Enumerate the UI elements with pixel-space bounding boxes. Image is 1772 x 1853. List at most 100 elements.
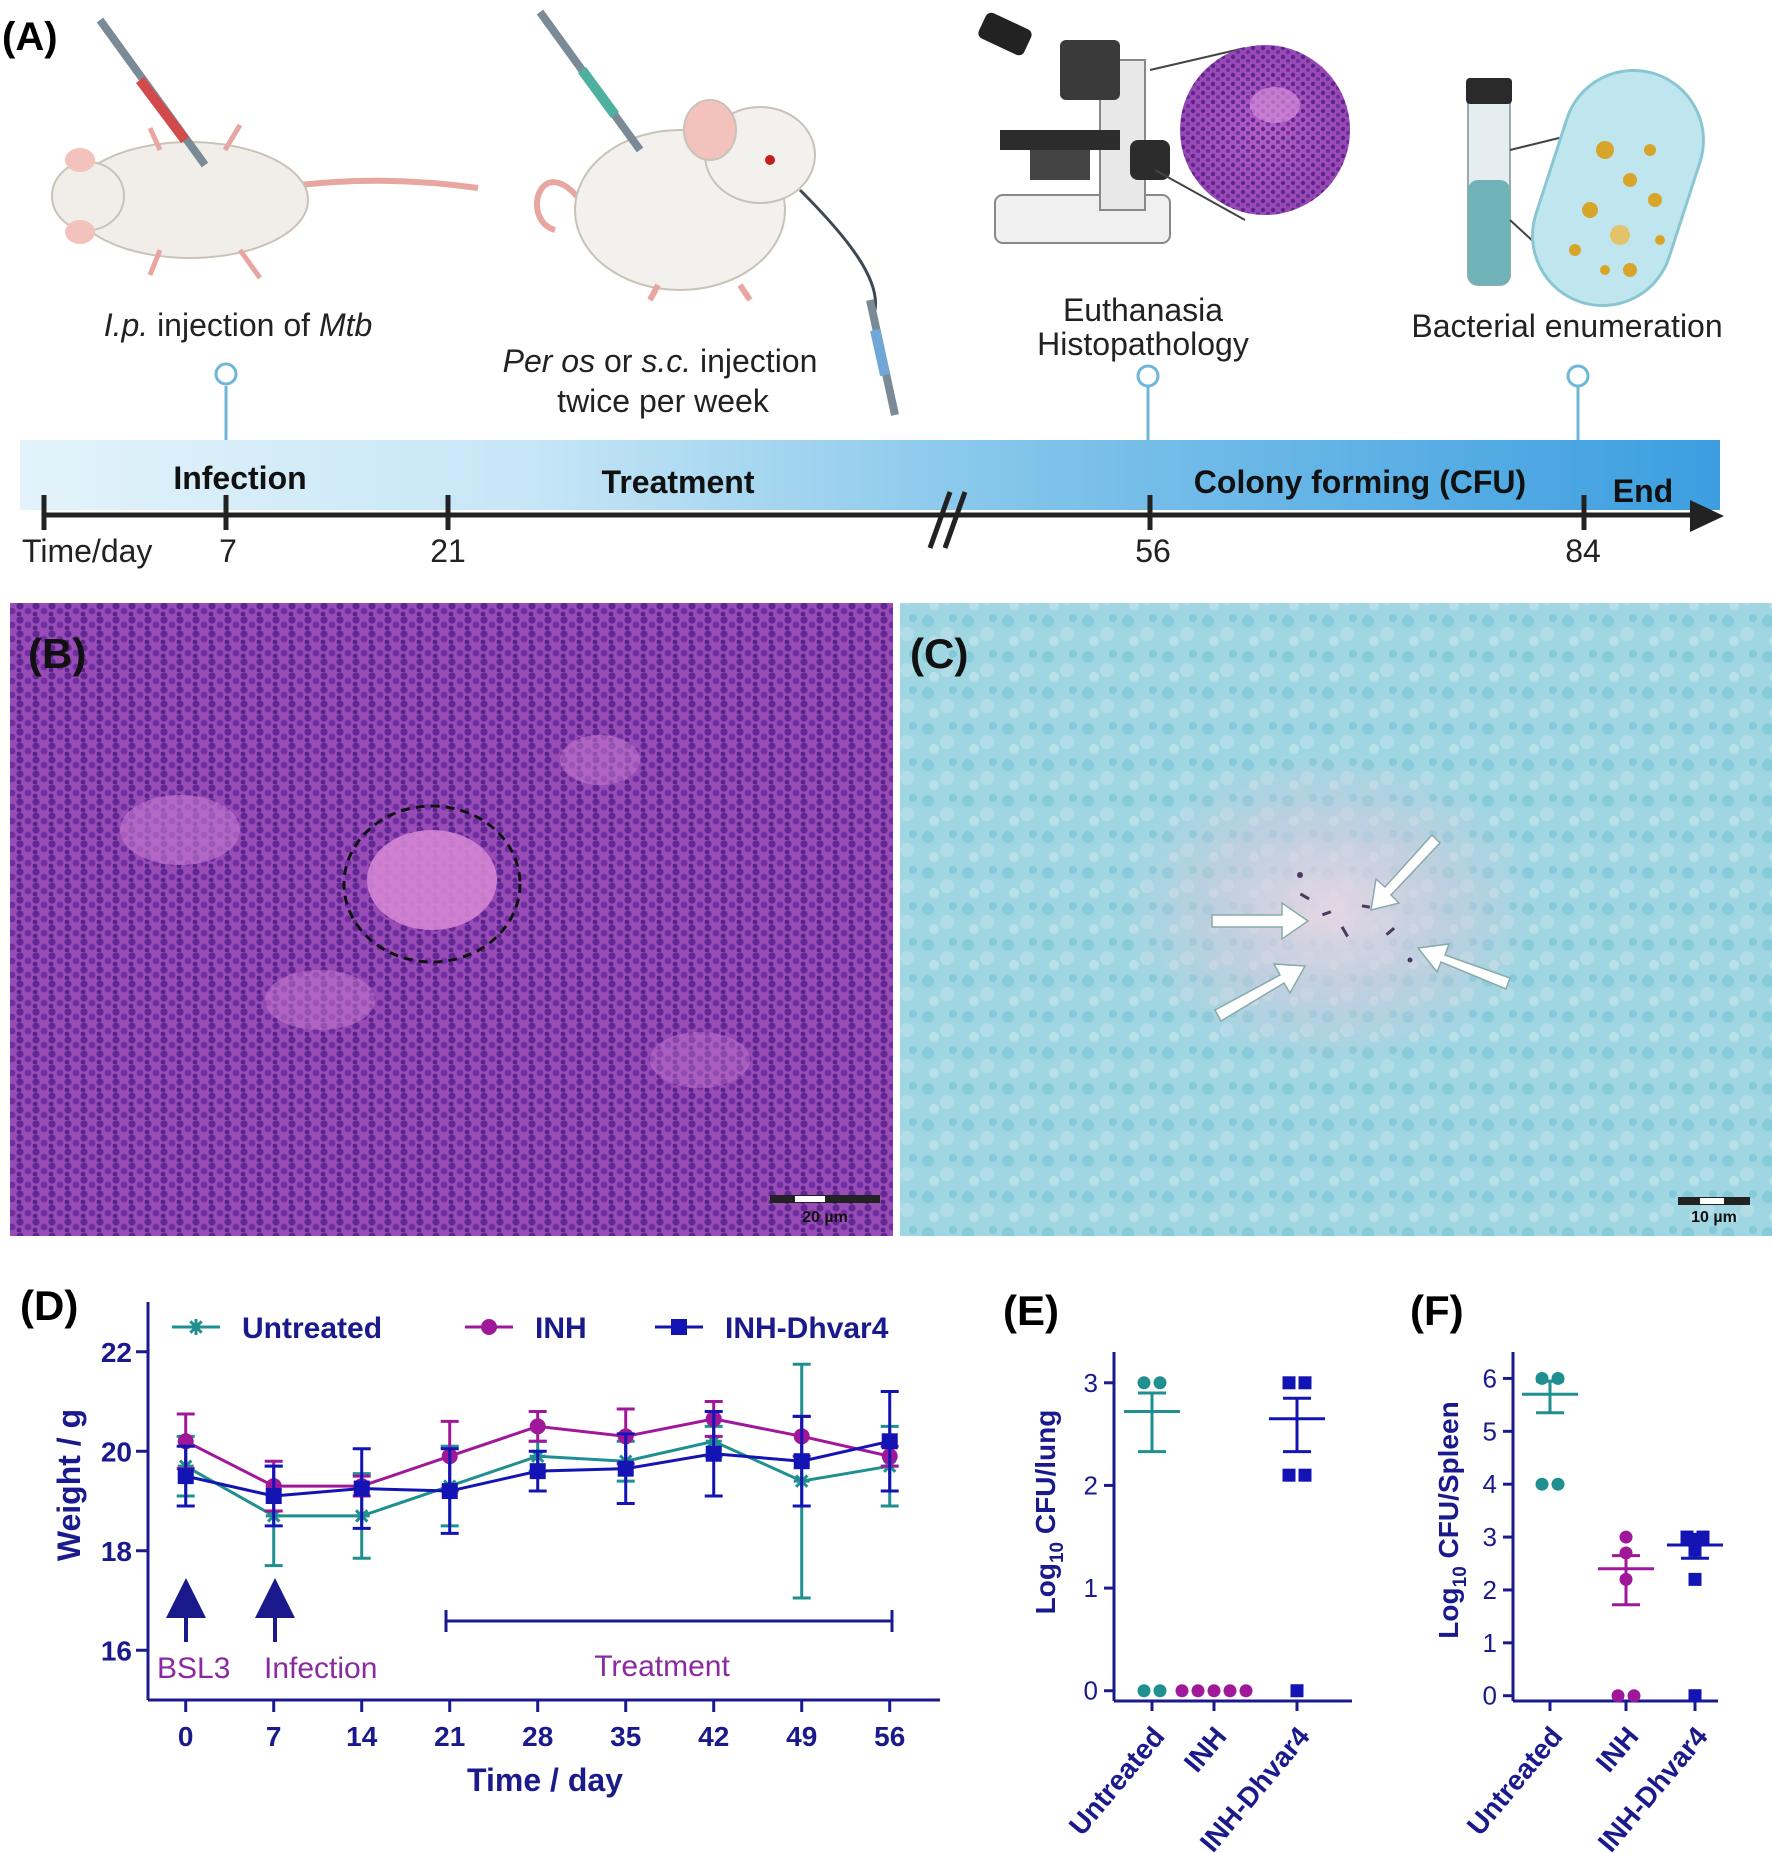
group-inhd: [1667, 1530, 1723, 1703]
panel-d-xlabel: Time / day: [467, 1762, 623, 1798]
y-tick-label: 5: [1483, 1416, 1497, 1446]
axis-break: [927, 491, 968, 549]
treatment-bracket: [444, 1610, 894, 1632]
mouse-injection-illustration: [51, 17, 479, 280]
phase-cfu: Colony forming (CFU): [1194, 464, 1526, 500]
data-point-inhd: [1688, 1572, 1702, 1586]
data-point-inh: [1627, 1689, 1641, 1703]
data-point-inh: [1619, 1530, 1633, 1544]
data-point-inh: [1191, 1684, 1205, 1698]
panel-d-x-tick-label: 21: [434, 1721, 465, 1752]
panel-c-staining-image: (C) 10 µm: [900, 603, 1772, 1236]
data-point-inhd: [265, 1488, 282, 1505]
data-point-inhd: [1282, 1376, 1296, 1390]
panel-c-scalebar: 10 µm: [1691, 1209, 1737, 1226]
legend-marker-stroke: [189, 1320, 203, 1334]
data-point-inhd: [1298, 1376, 1312, 1390]
data-point-inhd: [793, 1453, 810, 1470]
data-point-inhd: [1298, 1468, 1312, 1482]
step1-label: I.p. injection of Mtb: [104, 307, 373, 343]
group-untreated: [1522, 1371, 1578, 1491]
y-tick-label: 2: [1084, 1470, 1098, 1500]
data-point-inhd: [177, 1468, 194, 1485]
data-point-untreated: [1137, 1684, 1151, 1698]
panel-d-x-tick-label: 14: [346, 1721, 378, 1752]
panel-f-points: [1522, 1371, 1723, 1703]
phase-end: End: [1613, 473, 1673, 509]
data-point-inh: [1175, 1684, 1189, 1698]
data-point-inhd: [705, 1445, 722, 1462]
data-point-inhd: [353, 1480, 370, 1497]
panel-d-legend: Untreated INH INH-Dhvar4: [172, 1312, 889, 1345]
panel-f-ylabel: Log10 CFU/Spleen: [1433, 1401, 1471, 1638]
treatment-label: Treatment: [594, 1650, 730, 1683]
y-tick-label: 3: [1084, 1368, 1098, 1398]
panel-a: (A) I.p. injection of Mtb: [2, 9, 1724, 569]
phase-treatment: Treatment: [602, 464, 755, 500]
panel-d-x-tick-label: 56: [874, 1721, 905, 1752]
panel-f-label: (F): [1410, 1287, 1464, 1334]
x-category-label: INH: [1178, 1721, 1233, 1778]
panel-d-axes: 16 18 20 22 0 7 14 21 28 35 42 49 56: [101, 1302, 940, 1752]
y-tick-label: 4: [1483, 1469, 1497, 1499]
y-tick-label: 0: [1483, 1681, 1497, 1711]
data-point-inh: [529, 1418, 546, 1435]
panel-d-y-tick-label: 18: [101, 1536, 132, 1567]
timeline-bar: [20, 440, 1720, 510]
panel-b-label: (B): [28, 630, 86, 677]
step3-line2: Histopathology: [1037, 326, 1249, 362]
timeline-pins: [214, 362, 1590, 440]
data-point-untreated: [1137, 1376, 1151, 1390]
microscope-illustration: [978, 12, 1350, 244]
data-point-inhd: [529, 1463, 546, 1480]
x-category-label: Untreated: [1063, 1721, 1171, 1841]
arrow-icons: [1211, 833, 1511, 1023]
data-point-untreated: [1535, 1371, 1549, 1385]
panel-d-y-tick-label: 20: [101, 1436, 132, 1467]
y-tick-label: 3: [1483, 1522, 1497, 1552]
panel-e-points: [1124, 1376, 1325, 1698]
y-tick-label: 1: [1084, 1573, 1098, 1603]
panel-e-label: (E): [1003, 1287, 1059, 1334]
legend-label: Untreated: [242, 1312, 382, 1345]
y-tick-label: 2: [1483, 1575, 1497, 1605]
tick-7: 7: [219, 533, 237, 569]
panel-d-y-tick-label: 22: [101, 1337, 132, 1368]
phase-infection: Infection: [173, 460, 306, 496]
data-point-untreated: [1535, 1477, 1549, 1491]
legend-marker: [481, 1319, 497, 1335]
panel-d-x-tick-label: 0: [178, 1721, 194, 1752]
panel-d-label: (D): [20, 1282, 78, 1329]
panel-d-x-tick-label: 7: [266, 1721, 282, 1752]
data-point-inhd: [441, 1483, 458, 1500]
panel-d-y-tick-label: 16: [101, 1635, 132, 1666]
data-point-inhd: [617, 1460, 634, 1477]
legend-label: INH-Dhvar4: [725, 1312, 889, 1345]
y-tick-label: 6: [1483, 1363, 1497, 1393]
y-tick-label: 1: [1483, 1628, 1497, 1658]
panel-d-weight-chart: (D) Weight / g Time / day 16 18 20 22 0 7 14 21…: [20, 1282, 940, 1798]
x-category-label: Untreated: [1461, 1721, 1569, 1841]
data-point-inhd: [881, 1433, 898, 1450]
panel-a-label: (A): [2, 15, 58, 59]
panel-b-histology-image: (B) 20 µm: [10, 603, 893, 1236]
step2-label-line2: twice per week: [557, 383, 770, 419]
data-point-inh: [1611, 1689, 1625, 1703]
step3-line1: Euthanasia: [1063, 292, 1223, 328]
tick-84: 84: [1565, 533, 1601, 569]
timeline-axis: [41, 495, 1700, 530]
data-point-untreated: [1551, 1371, 1565, 1385]
timeline-axis-label: Time/day: [22, 533, 152, 569]
data-point-inhd: [1282, 1468, 1296, 1482]
data-point-inh: [1239, 1684, 1253, 1698]
y-tick-label: 0: [1084, 1676, 1098, 1706]
panel-d-x-tick-label: 28: [522, 1721, 553, 1752]
legend-label: INH: [535, 1312, 587, 1345]
group-inh: [1598, 1530, 1654, 1703]
panel-b-scalebar: 20 µm: [802, 1209, 848, 1226]
data-point-inh: [1207, 1684, 1221, 1698]
